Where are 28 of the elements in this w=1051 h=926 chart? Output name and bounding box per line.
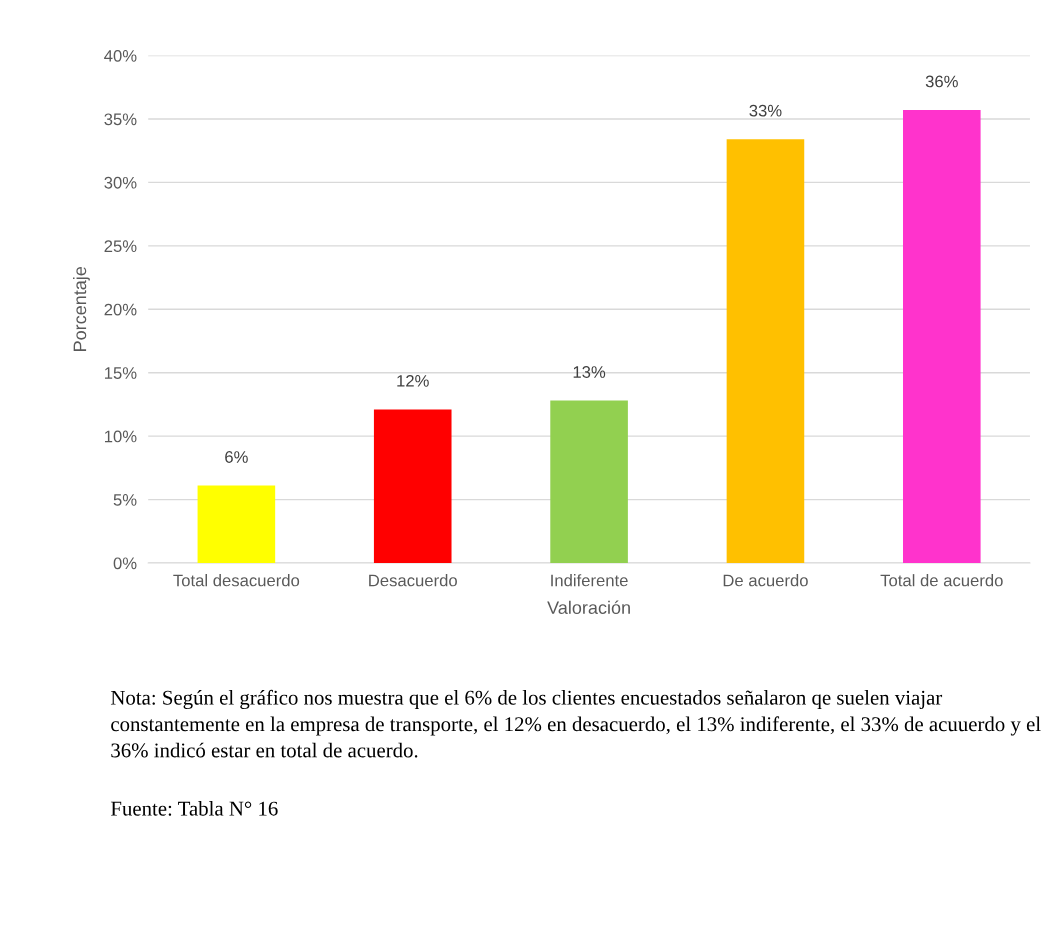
y-axis-title: Porcentaje [73, 266, 90, 351]
y-tick-label: 15% [104, 367, 137, 379]
x-tick-label: Indiferente [551, 574, 628, 587]
y-tick-label: 0% [113, 557, 137, 570]
x-tick-label: Total de acuerdo [880, 574, 1003, 587]
bar [197, 485, 276, 564]
data-label: 33% [749, 104, 782, 117]
data-label: 12% [397, 374, 429, 387]
x-tick-label: De acuerdo [723, 574, 808, 587]
x-tick-label: Total desacuerdo [173, 574, 300, 587]
data-label: 36% [925, 75, 958, 88]
y-tick-label: 30% [104, 176, 137, 189]
bar [373, 409, 452, 564]
bar [903, 110, 981, 564]
x-axis-title: Valoración [547, 600, 630, 615]
y-tick-label: 20% [104, 303, 137, 316]
data-label: 6% [225, 451, 248, 463]
data-label: 13% [573, 366, 606, 378]
y-tick-label: 25% [104, 240, 137, 253]
y-tick-label: 40% [104, 49, 137, 62]
bar [550, 400, 628, 564]
x-tick-label: Desacuerdo [369, 574, 457, 587]
y-tick-label: 10% [104, 430, 137, 443]
source-note: Fuente: Tabla N° 16 [110, 800, 278, 816]
text: Nota: Según el gráfico nos muestra que el 6% de los clientes encuestados señalaron qe suelen viajar constantemente en la empresa de transporte, el 12% en desacuerdo, el 13% indiferente, el 33% de acuuerdo y el 36% indicó estar en total de acuerdo. [110, 689, 1041, 758]
y-tick-label: 5% [113, 494, 137, 506]
bar [726, 139, 805, 564]
y-tick-label: 35% [104, 113, 137, 126]
